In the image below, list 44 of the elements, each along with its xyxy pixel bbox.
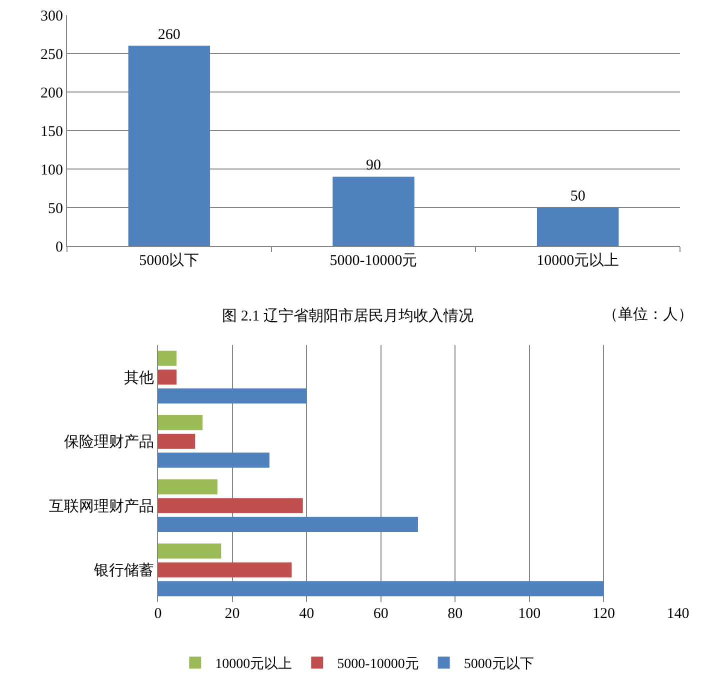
bar	[158, 498, 303, 514]
data-label: 90	[366, 158, 381, 174]
y-tick-label: 200	[40, 85, 63, 102]
x-tick-label: 40	[299, 606, 314, 622]
legend-label: 10000元以上	[215, 656, 292, 672]
y-tick-label: 50	[48, 200, 63, 217]
data-label: 50	[570, 188, 586, 204]
y-tick-label: 互联网理财产品	[49, 498, 154, 515]
y-tick-label: 保险理财产品	[64, 434, 154, 451]
legend-label: 5000元以下	[464, 656, 534, 672]
y-tick-label: 0	[56, 239, 63, 256]
y-tick-label: 150	[40, 124, 63, 140]
x-tick-label: 100	[518, 606, 541, 622]
bar	[158, 350, 177, 366]
text: （单位：人）	[603, 306, 693, 323]
bar	[536, 208, 619, 246]
y-tick-label: 银行储蓄	[93, 562, 154, 580]
bar	[158, 581, 604, 596]
bar	[158, 452, 270, 468]
bar	[158, 370, 177, 385]
bar	[158, 479, 218, 494]
y-tick-label: 250	[40, 46, 63, 63]
legend-label: 5000-10000元	[337, 657, 419, 672]
bar	[158, 388, 307, 404]
y-tick-label: 100	[40, 162, 63, 178]
bar	[158, 562, 292, 578]
x-tick-label: 20	[224, 606, 240, 622]
x-tick-label: 120	[592, 606, 615, 622]
x-tick-label: 10000元以上	[536, 252, 620, 269]
bar	[128, 46, 210, 246]
x-tick-label: 80	[448, 606, 463, 622]
bar	[158, 516, 418, 532]
x-tick-label: 140	[666, 606, 690, 622]
data-label: 260	[158, 26, 180, 43]
bar	[158, 414, 203, 430]
x-tick-label: 5000以下	[139, 252, 200, 269]
bar	[158, 543, 222, 559]
y-tick-label: 300	[40, 8, 63, 24]
bar	[332, 176, 414, 246]
x-tick-label: 5000-10000元	[330, 253, 418, 269]
y-tick-label: 其他	[124, 369, 154, 386]
x-tick-label: 60	[373, 606, 388, 622]
text: 图 2.1 辽宁省朝阳市居民月均收入情况	[222, 307, 474, 324]
bar	[158, 434, 196, 449]
